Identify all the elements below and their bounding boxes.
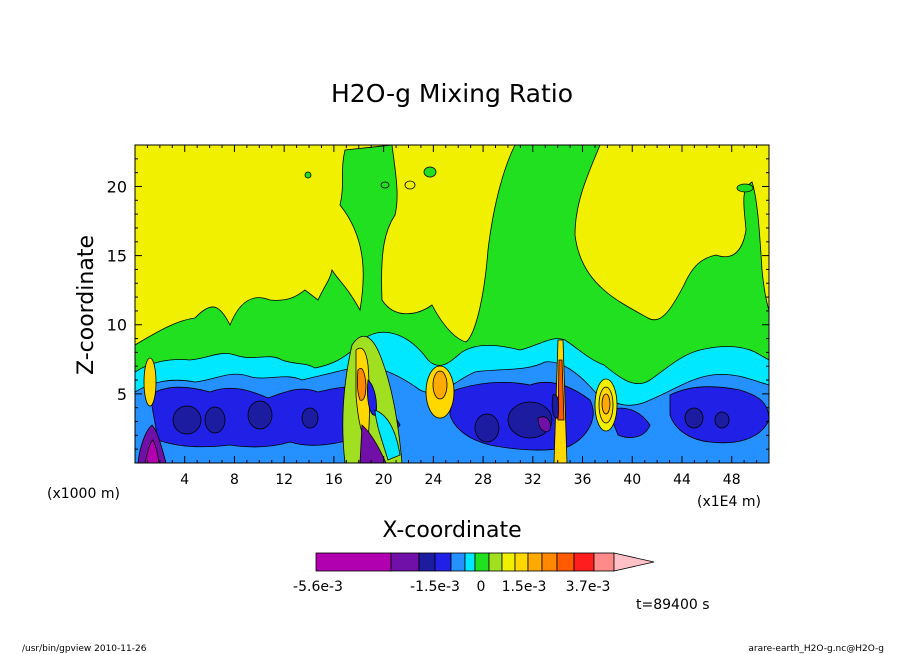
- y-tick-label-3: 20: [107, 177, 127, 196]
- x-tick-label-1: 8: [230, 472, 239, 488]
- colorbar-swatch-0: [315, 552, 392, 572]
- plot-frame: [134, 144, 770, 464]
- x-axis-ticks: 4 8 12 16 20 24 28 32 36 40 44 48: [146, 145, 758, 488]
- colorbar: [315, 552, 655, 572]
- y-axis-label: Z-coordinate: [74, 235, 99, 375]
- x-tick-label-3: 16: [325, 472, 343, 488]
- colorbar-labels: -5.6e-3 -1.5e-3 0 1.5e-3 3.7e-3: [293, 579, 610, 595]
- y-tick-label-0: 5: [117, 385, 127, 404]
- colorbar-label-3: 1.5e-3: [502, 579, 547, 595]
- x-tick-label-5: 24: [424, 472, 442, 488]
- y-tick-label-2: 15: [107, 247, 127, 266]
- colorbar-swatch-14: [593, 552, 615, 572]
- colorbar-swatch-3: [434, 552, 452, 572]
- x-tick-label-0: 4: [180, 472, 189, 488]
- x-tick-label-2: 12: [275, 472, 293, 488]
- chart-title: H2O-g Mixing Ratio: [331, 79, 573, 108]
- colorbar-swatch-8: [501, 552, 516, 572]
- colorbar-swatch-10: [527, 552, 543, 572]
- x-tick-label-10: 44: [673, 472, 691, 488]
- colorbar-swatch-11: [541, 552, 558, 572]
- x-unit-right: (x1E4 m): [697, 494, 761, 510]
- x-tick-label-4: 20: [375, 472, 393, 488]
- x-unit-left: (x1000 m): [47, 486, 120, 502]
- y-axis-ticks: 5 10 15 20: [107, 158, 769, 450]
- footer-left: /usr/bin/gpview 2010-11-26: [22, 644, 147, 654]
- colorbar-swatch-5: [464, 552, 476, 572]
- colorbar-arrow: [613, 552, 655, 572]
- x-tick-label-9: 40: [623, 472, 641, 488]
- colorbar-swatch-7: [488, 552, 503, 572]
- colorbar-swatch-1: [390, 552, 420, 572]
- colorbar-label-0: -5.6e-3: [293, 579, 343, 595]
- colorbar-swatch-6: [474, 552, 490, 572]
- colorbar-label-2: 0: [477, 579, 486, 595]
- colorbar-swatch-13: [573, 552, 595, 572]
- x-tick-label-11: 48: [723, 472, 741, 488]
- footer-right: arare-earth_H2O-g.nc@H2O-g: [748, 644, 884, 654]
- time-label: t=89400 s: [636, 597, 710, 613]
- contour-field: [135, 145, 769, 463]
- y-tick-label-1: 10: [107, 316, 127, 335]
- colorbar-label-1: -1.5e-3: [410, 579, 460, 595]
- colorbar-label-4: 3.7e-3: [566, 579, 611, 595]
- x-tick-label-8: 36: [574, 472, 592, 488]
- colorbar-swatch-2: [418, 552, 436, 572]
- colorbar-swatch-12: [556, 552, 575, 572]
- x-tick-label-7: 32: [524, 472, 542, 488]
- colorbar-swatch-9: [514, 552, 529, 572]
- colorbar-swatch-4: [450, 552, 466, 572]
- x-tick-label-6: 28: [474, 472, 492, 488]
- x-axis-label: X-coordinate: [382, 518, 521, 543]
